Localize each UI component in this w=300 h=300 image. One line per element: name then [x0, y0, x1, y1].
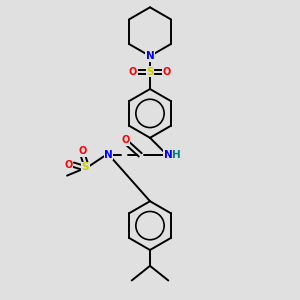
Text: H: H [172, 150, 181, 160]
Text: O: O [129, 67, 137, 77]
Text: O: O [64, 160, 72, 170]
Text: S: S [82, 162, 89, 172]
Text: N: N [164, 150, 173, 160]
Text: O: O [79, 146, 87, 156]
Text: O: O [163, 67, 171, 77]
Text: N: N [104, 150, 113, 160]
Text: O: O [122, 135, 130, 145]
Text: N: N [146, 51, 154, 61]
Text: S: S [146, 67, 154, 77]
